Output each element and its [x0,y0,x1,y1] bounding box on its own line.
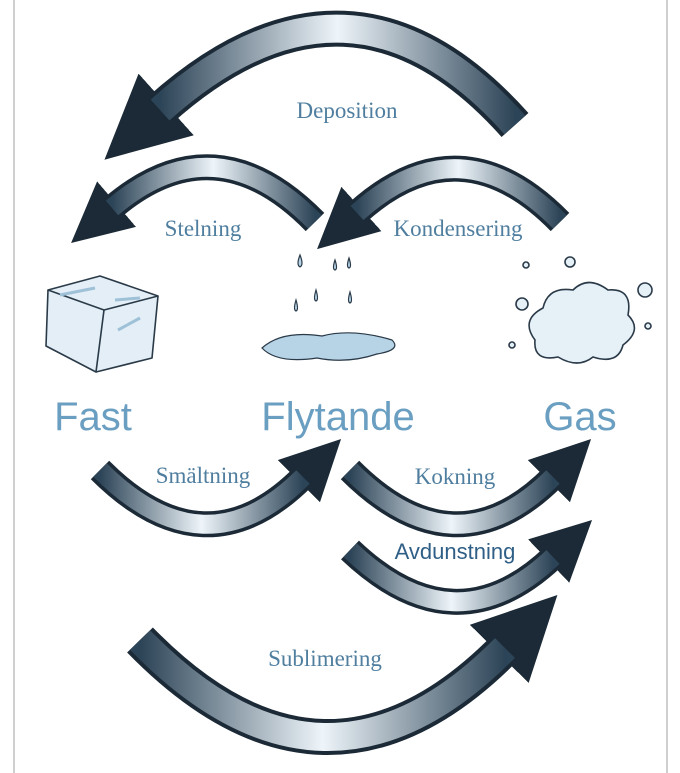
state-label: Flytande [261,395,414,439]
transition-label: Avdunstning [395,539,516,564]
cloud [509,257,652,363]
water-drops [262,255,395,360]
phase-diagram: Fast Flytande Gas Deposition Stelning Ko… [0,0,680,773]
transition-label: Deposition [297,98,398,123]
transition-label: Stelning [165,216,242,241]
transition-label: Kondensering [393,216,523,241]
transition-label: Kokning [415,464,496,489]
state-label: Fast [54,395,132,439]
transition-label: Sublimering [268,646,382,671]
arrows [100,29,560,737]
arrow-stelning-fill [112,167,315,222]
state-label: Gas [543,395,616,439]
transition-label: Smältning [156,463,251,488]
ice-cube [46,276,158,372]
